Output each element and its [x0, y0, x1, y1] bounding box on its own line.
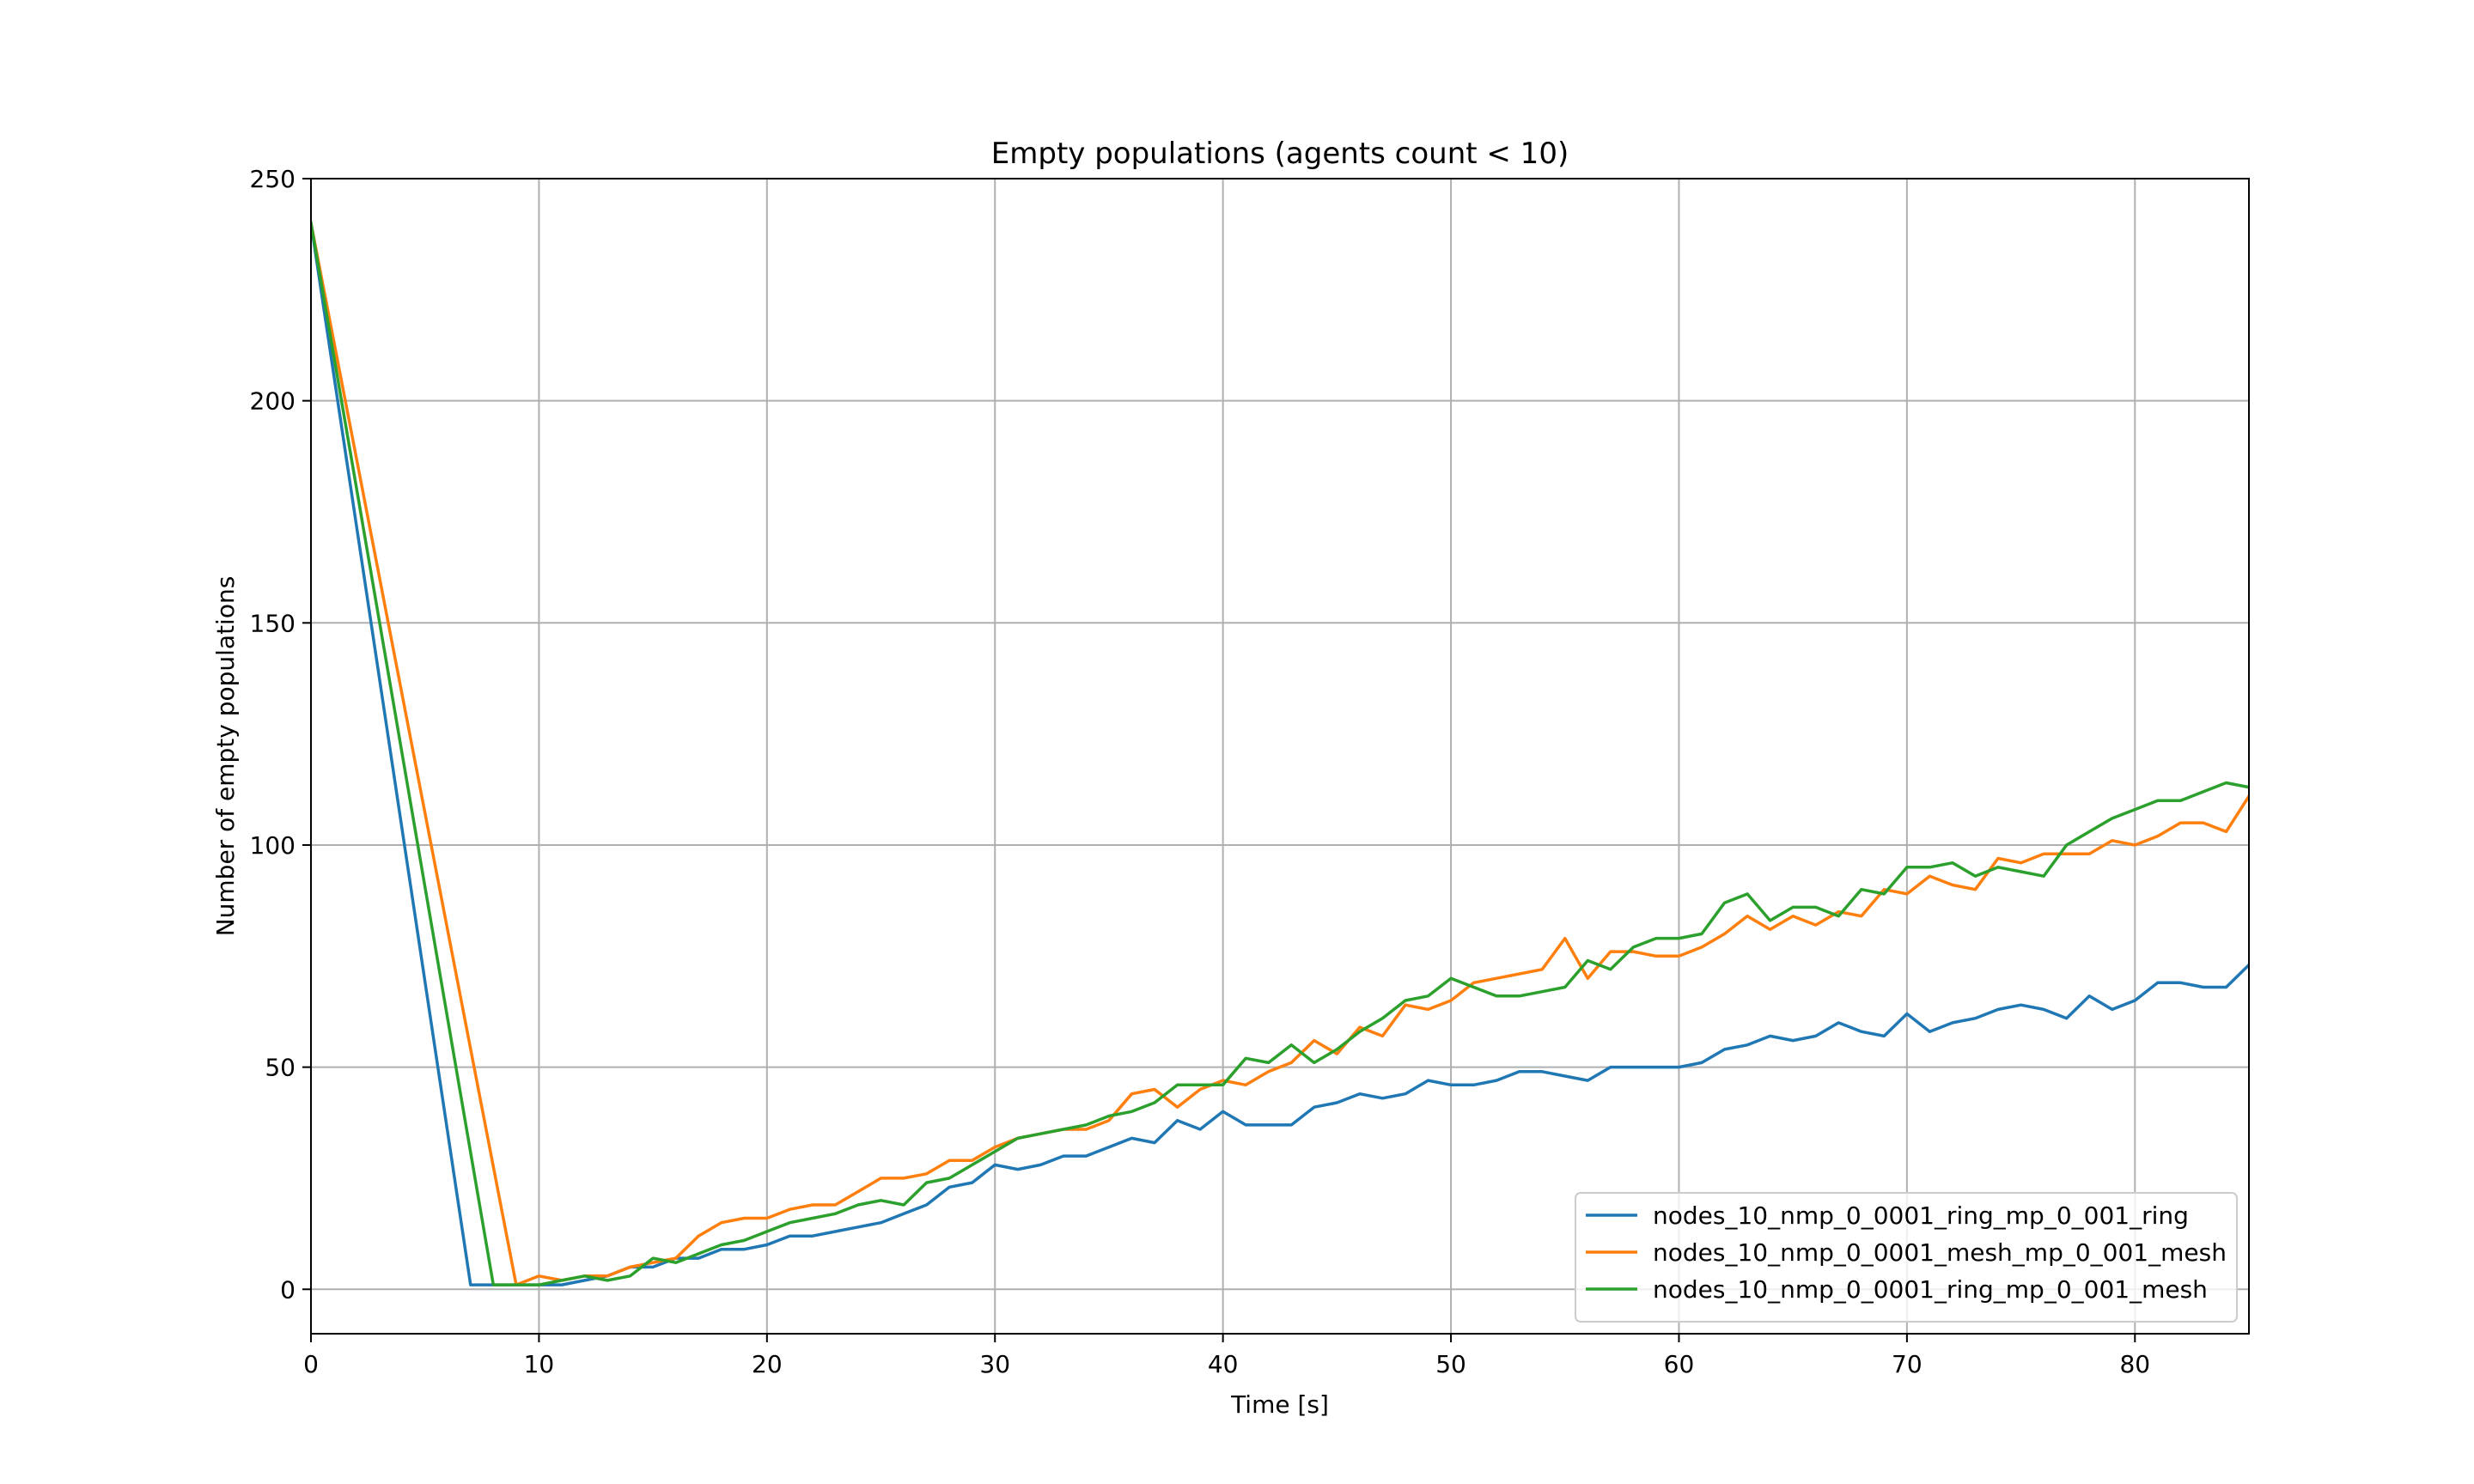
x-tick-label: 10 — [524, 1350, 555, 1378]
series-lines — [311, 221, 2249, 1286]
series-line-2 — [311, 221, 2249, 1286]
legend-label: nodes_10_nmp_0_0001_ring_mp_0_001_mesh — [1653, 1275, 2208, 1304]
series-line-3 — [311, 221, 2249, 1286]
legend-label: nodes_10_nmp_0_0001_ring_mp_0_001_ring — [1653, 1201, 2189, 1230]
x-axis-ticks: 0 10 20 30 40 50 60 70 80 — [303, 1334, 2150, 1378]
x-tick-label: 40 — [1208, 1350, 1239, 1378]
y-tick-label: 250 — [250, 165, 296, 193]
y-axis-title: Number of empty populations — [211, 576, 240, 937]
series-line-1 — [311, 221, 2249, 1286]
y-tick-label: 150 — [250, 609, 296, 637]
y-tick-label: 100 — [250, 831, 296, 860]
x-axis-title: Time [s] — [1230, 1390, 1329, 1419]
legend-label: nodes_10_nmp_0_0001_mesh_mp_0_001_mesh — [1653, 1238, 2227, 1267]
x-tick-label: 70 — [1892, 1350, 1923, 1378]
x-tick-label: 60 — [1664, 1350, 1695, 1378]
y-tick-label: 0 — [280, 1275, 296, 1304]
axes — [310, 178, 2250, 1335]
legend: nodes_10_nmp_0_0001_ring_mp_0_001_ringno… — [1575, 1192, 2238, 1323]
y-tick-label: 50 — [265, 1054, 296, 1082]
x-tick-label: 50 — [1435, 1350, 1466, 1378]
x-tick-label: 0 — [303, 1350, 319, 1378]
legend-box — [1575, 1192, 2238, 1323]
y-axis-ticks: 0 50 100 150 200 250 — [250, 165, 311, 1304]
grid — [310, 178, 2249, 1334]
y-tick-label: 200 — [250, 387, 296, 416]
x-tick-label: 30 — [979, 1350, 1010, 1378]
plot-frame — [310, 178, 2250, 1335]
chart-title: Empty populations (agents count < 10) — [991, 137, 1569, 171]
x-tick-label: 80 — [2119, 1350, 2150, 1378]
x-tick-label: 20 — [752, 1350, 783, 1378]
